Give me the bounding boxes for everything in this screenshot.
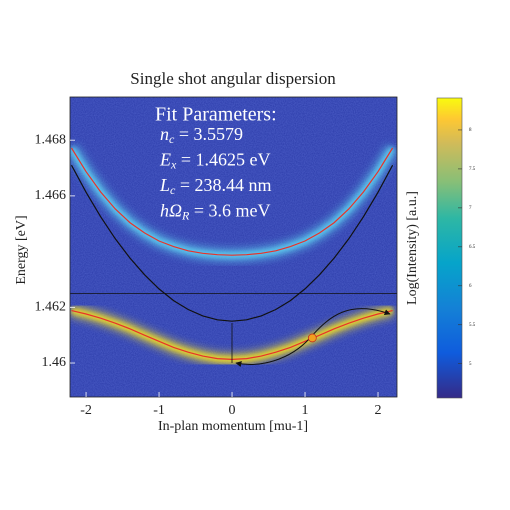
x-axis-label: In-plan momentum [mu-1] <box>158 419 308 434</box>
x-tick-label: 1 <box>302 403 309 418</box>
colorbar-tick-label: 6 <box>469 284 472 289</box>
fit-parameter: hΩR = 3.6 meV <box>160 201 271 223</box>
dispersion-curve <box>70 164 394 322</box>
colorbar-label: Log(Intensity) [a.u.] <box>405 191 420 305</box>
fit-symbol: hΩ <box>160 201 182 221</box>
fit-parameter: nc = 3.5579 <box>160 124 243 146</box>
y-tick-label: 1.46 <box>42 355 67 370</box>
fit-value: = 3.6 meV <box>189 201 270 221</box>
arrow-right <box>309 308 391 339</box>
y-tick-label: 1.462 <box>35 300 67 315</box>
fit-symbol: L <box>159 175 170 195</box>
fit-subscript: R <box>181 208 190 222</box>
colorbar-tick-label: 5 <box>469 362 472 367</box>
colorbar-tick-label: 7.5 <box>469 167 476 172</box>
fit-subscript: c <box>170 183 176 197</box>
x-tick-label: 0 <box>229 403 236 418</box>
y-tick-label: 1.466 <box>35 188 67 203</box>
x-tick-label: -2 <box>80 403 92 418</box>
marker-point <box>307 333 317 343</box>
chart-title: Single shot angular dispersion <box>130 69 336 88</box>
fit-symbol: n <box>160 124 169 144</box>
fit-symbol: E <box>159 150 171 170</box>
fit-subscript: x <box>170 157 177 171</box>
fit-heading: Fit Parameters: <box>155 104 277 126</box>
colorbar <box>436 97 463 399</box>
dispersion-curve <box>70 147 394 256</box>
x-tick-label: 2 <box>375 403 382 418</box>
fit-value: = 238.44 nm <box>175 175 271 195</box>
colorbar-tick-label: 6.5 <box>469 245 476 250</box>
y-tick-label: 1.468 <box>35 132 67 147</box>
colorbar-tick-label: 5.5 <box>469 323 476 328</box>
fit-value: = 3.5579 <box>174 124 243 144</box>
colorbar-tick-label: 7 <box>469 206 472 211</box>
y-axis-label: Energy [eV] <box>14 215 29 284</box>
arrow-left <box>235 337 311 368</box>
plot-frame <box>69 96 398 398</box>
fit-parameter: Lc = 238.44 nm <box>159 175 272 197</box>
plot-area <box>70 97 397 397</box>
colorbar-tick-label: 8 <box>469 128 472 133</box>
fit-parameter: Ex = 1.4625 eV <box>159 150 270 172</box>
x-tick-label: -1 <box>153 403 165 418</box>
fit-value: = 1.4625 eV <box>176 150 270 170</box>
fit-subscript: c <box>169 132 175 146</box>
